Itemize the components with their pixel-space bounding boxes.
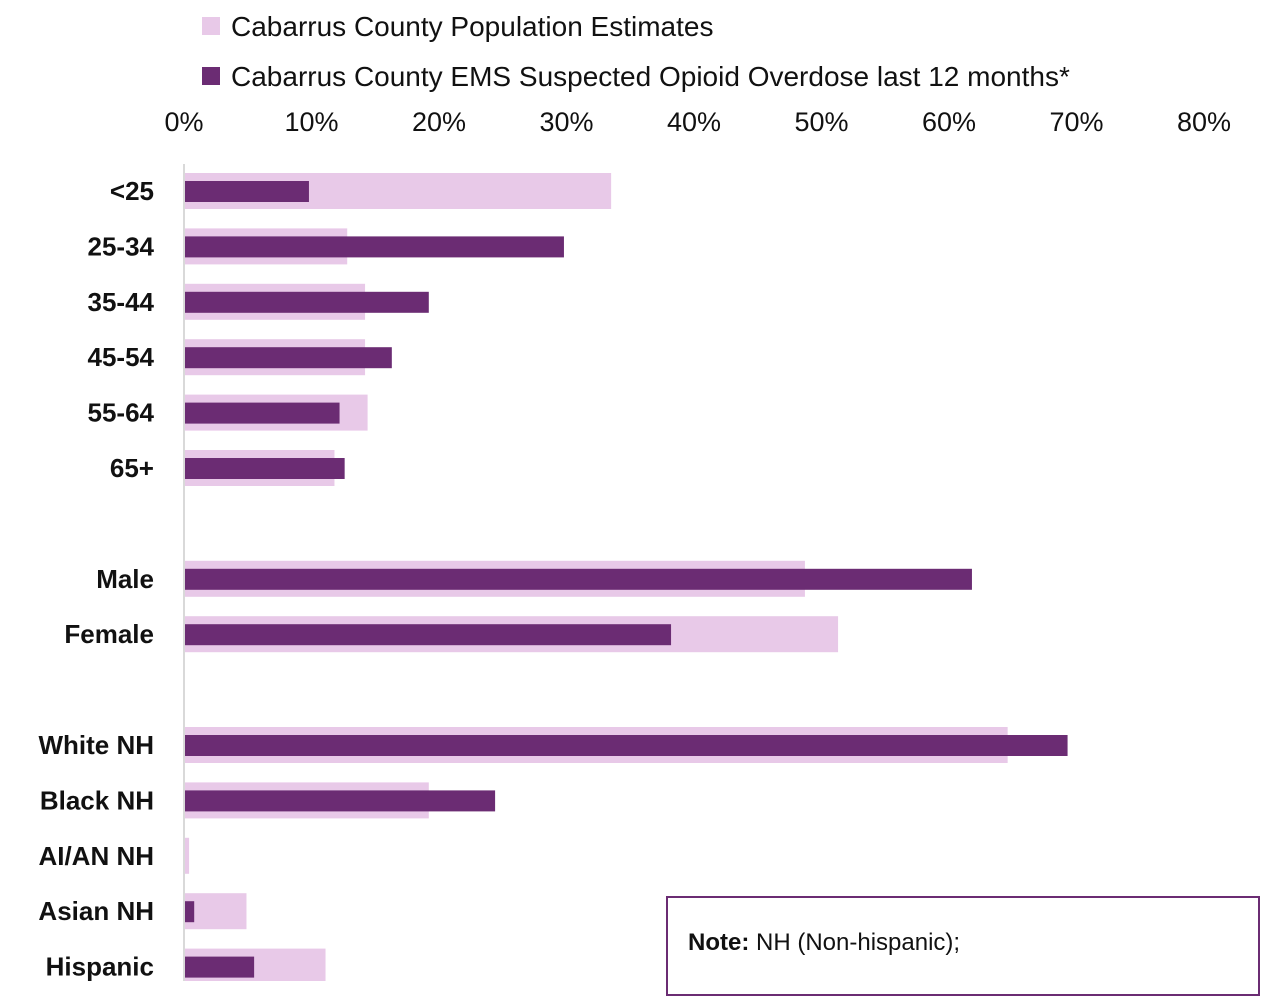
bar-ems	[185, 956, 255, 978]
category-label: 65+	[110, 453, 154, 483]
x-tick-label: 60%	[922, 107, 976, 137]
legend-label-2: Cabarrus County EMS Suspected Opioid Ove…	[231, 61, 1070, 92]
x-tick-label: 0%	[164, 107, 203, 137]
bar-population	[185, 837, 190, 874]
x-tick-label: 30%	[539, 107, 593, 137]
legend-label-1: Cabarrus County Population Estimates	[231, 11, 713, 42]
x-tick-label: 10%	[284, 107, 338, 137]
category-labels: <25 25-34 35-44 45-54 55-64 65+ Male Female Whit…	[38, 176, 154, 981]
bar-ems	[185, 291, 429, 313]
category-label: Asian NH	[38, 896, 154, 926]
bar-ems	[185, 347, 392, 369]
note-text: Note: NH (Non-hispanic);	[688, 929, 960, 957]
note-body: NH (Non-hispanic);	[749, 929, 961, 956]
x-tick-label: 40%	[667, 107, 721, 137]
category-label: Black NH	[40, 785, 154, 815]
bars	[185, 173, 1068, 981]
category-label: Female	[64, 619, 154, 649]
bar-population	[185, 893, 247, 930]
bar-ems	[185, 624, 672, 646]
bar-ems	[185, 236, 564, 258]
bar-ems	[185, 790, 496, 812]
category-label: 35-44	[88, 287, 155, 317]
legend: Cabarrus County Population Estimates Caba…	[202, 11, 1070, 92]
x-tick-label: 80%	[1177, 107, 1231, 137]
note-label: Note:	[688, 929, 750, 956]
category-label: Hispanic	[46, 952, 154, 981]
x-tick-label: 70%	[1049, 107, 1103, 137]
category-label: AI/AN NH	[38, 841, 154, 871]
category-label: 55-64	[88, 398, 155, 428]
category-label: 25-34	[88, 231, 155, 261]
category-label: <25	[110, 176, 154, 206]
bar-ems	[185, 402, 340, 424]
bar-ems	[185, 568, 972, 590]
note-box: Note: NH (Non-hispanic);	[666, 896, 1260, 996]
bar-ems	[185, 181, 309, 202]
bar-ems	[185, 735, 1068, 756]
category-label: White NH	[38, 730, 154, 760]
x-tick-label: 20%	[412, 107, 466, 137]
bar-ems	[185, 458, 345, 479]
legend-swatch-2	[202, 67, 220, 85]
legend-swatch-1	[202, 17, 220, 35]
category-label: Male	[96, 564, 154, 594]
x-axis-ticks: 0% 10% 20% 30% 40% 50% 60% 70% 80%	[164, 107, 1231, 137]
x-tick-label: 50%	[794, 107, 848, 137]
category-label: 45-54	[88, 342, 155, 372]
bar-ems	[185, 901, 195, 923]
